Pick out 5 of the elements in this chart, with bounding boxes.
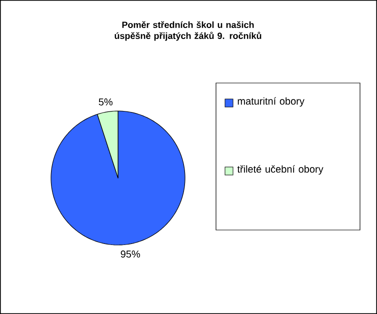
- legend-label: maturitní obory: [238, 97, 304, 107]
- data-label: 5%: [98, 98, 113, 106]
- data-label: 95%: [120, 250, 140, 258]
- legend-label: třileté učební obory: [237, 165, 324, 175]
- chart-title: Poměr středních škol u našich úspěšně přijatých žáků 9. ročníků: [114, 21, 262, 41]
